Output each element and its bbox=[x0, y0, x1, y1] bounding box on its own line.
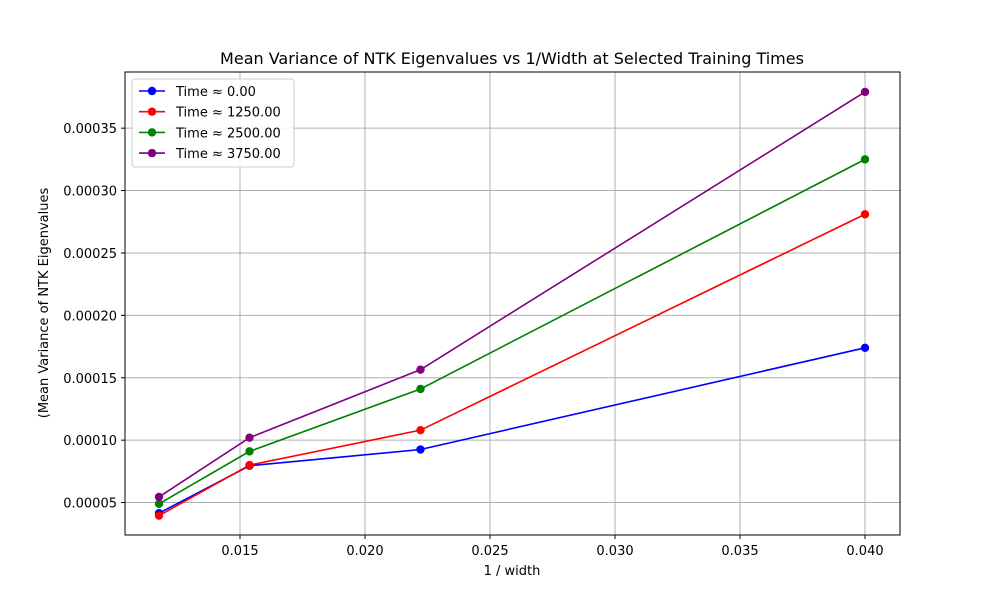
y-tick-label: 0.00020 bbox=[63, 309, 117, 324]
data-point bbox=[416, 425, 425, 435]
data-point bbox=[245, 460, 254, 470]
y-tick-label: 0.00005 bbox=[63, 497, 117, 512]
y-tick-label: 0.00010 bbox=[63, 434, 117, 449]
data-point bbox=[245, 447, 254, 456]
data-point bbox=[416, 445, 425, 454]
data-point bbox=[860, 210, 870, 219]
chart-title: Mean Variance of NTK Eigenvalues vs 1/Wi… bbox=[220, 49, 804, 68]
x-tick-label: 0.015 bbox=[221, 544, 258, 559]
data-point bbox=[154, 492, 164, 502]
x-tick-label: 0.030 bbox=[596, 544, 633, 559]
legend: Time ≈ 0.00 Time ≈ 1250.00 Time ≈ 2500.00 T… bbox=[131, 78, 295, 168]
series-line bbox=[158, 347, 866, 514]
y-axis-label: (Mean Variance of NTK Eigenvalues bbox=[37, 188, 52, 419]
y-tick-label: 0.00015 bbox=[63, 372, 117, 387]
data-point bbox=[416, 365, 425, 374]
data-point bbox=[860, 155, 870, 164]
legend-label: Time ≈ 3750.00 bbox=[175, 147, 281, 162]
grid-layer bbox=[125, 72, 900, 535]
y-tick-label: 0.00035 bbox=[63, 122, 117, 137]
data-point bbox=[860, 343, 870, 353]
legend-frame bbox=[131, 78, 295, 168]
y-tick-label: 0.00025 bbox=[63, 247, 117, 262]
y-tick-label: 0.00030 bbox=[63, 185, 117, 200]
tick-layer: 0.015 0.020 0.025 0.030 0.035 0.040 0.00005 0.0… bbox=[63, 122, 883, 559]
legend-marker bbox=[147, 128, 157, 137]
data-point bbox=[154, 511, 164, 520]
data-point bbox=[154, 499, 164, 509]
series-line bbox=[158, 91, 866, 498]
x-tick-label: 0.040 bbox=[846, 544, 883, 559]
legend-marker bbox=[147, 86, 157, 96]
data-point bbox=[245, 433, 254, 442]
legend-label: Time ≈ 0.00 bbox=[175, 85, 256, 100]
legend-label: Time ≈ 1250.00 bbox=[175, 106, 281, 121]
legend-marker bbox=[147, 107, 157, 116]
x-axis-label: 1 / width bbox=[484, 564, 541, 579]
data-point bbox=[416, 384, 425, 394]
x-tick-label: 0.025 bbox=[471, 544, 508, 559]
data-point bbox=[860, 87, 870, 97]
legend-marker bbox=[147, 148, 157, 158]
x-tick-label: 0.035 bbox=[721, 544, 758, 559]
series-line bbox=[158, 213, 866, 517]
series-line bbox=[158, 158, 866, 505]
legend-label: Time ≈ 2500.00 bbox=[175, 126, 281, 141]
x-tick-label: 0.020 bbox=[346, 544, 383, 559]
plot-frame bbox=[124, 71, 901, 536]
series-layer bbox=[154, 87, 870, 520]
